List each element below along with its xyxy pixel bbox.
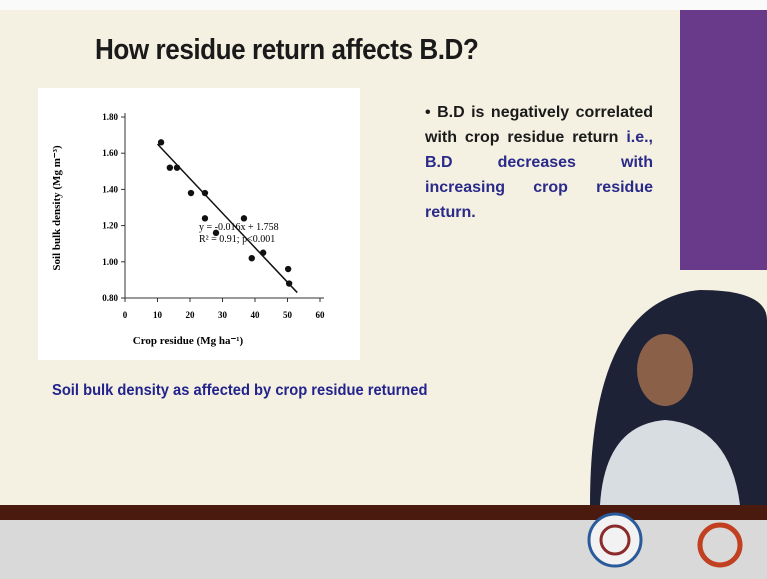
x-tick-label: 10 xyxy=(153,310,163,320)
bullet: • B.D is negatively correlated with crop… xyxy=(425,104,654,221)
y-axis-label: Soil bulk density (Mg m⁻³) xyxy=(51,145,63,271)
trend-line xyxy=(156,143,298,294)
presenter-shirt xyxy=(600,420,740,505)
presenter-head xyxy=(637,334,693,406)
point xyxy=(201,215,209,222)
point xyxy=(284,265,292,273)
annotation: y = -0.016x + 1.758 xyxy=(199,222,279,233)
x-tick-label: 50 xyxy=(283,310,293,320)
chart: y = -0.016x + 1.758 R² = 0.91; p<0.001 C… xyxy=(38,88,360,360)
x-tick-label: 0 xyxy=(123,310,128,320)
point xyxy=(173,164,181,171)
point xyxy=(187,189,195,197)
y-tick-label: 0.80 xyxy=(102,293,118,303)
x-tick-label: 20 xyxy=(186,310,196,320)
point xyxy=(285,280,293,287)
x-axis-label: Crop residue (Mg ha⁻¹) xyxy=(133,335,244,347)
y-tick-label: 1.80 xyxy=(102,112,118,122)
logo-nptel xyxy=(697,522,743,568)
bottom-bar xyxy=(0,505,767,520)
bullet-text-blue: i.e., B.D decreases with increasing crop… xyxy=(425,129,653,221)
caption: Soil bulk density as affected by crop re… xyxy=(52,382,428,399)
top-strip xyxy=(0,0,767,10)
y-tick-label: 1.20 xyxy=(102,221,118,231)
x-tick-label: 30 xyxy=(218,310,228,320)
point xyxy=(248,254,255,262)
bullet-text: B.D is negatively correlated with crop r… xyxy=(425,104,654,146)
chart-bg xyxy=(38,88,360,360)
logo-iit xyxy=(587,512,643,568)
x-tick-label: 60 xyxy=(316,310,326,320)
point xyxy=(212,229,220,237)
y-tick-label: 1.40 xyxy=(102,184,118,194)
annotation: R² = 0.91; p<0.001 xyxy=(199,234,275,245)
point xyxy=(201,189,209,197)
point xyxy=(157,139,165,146)
point xyxy=(166,164,174,171)
y-tick-label: 1.00 xyxy=(102,257,118,267)
x-tick-label: 40 xyxy=(251,310,261,320)
point xyxy=(259,249,267,256)
logo-iit-inner xyxy=(599,524,631,556)
side-bar xyxy=(680,10,767,270)
y-tick-label: 1.60 xyxy=(102,148,118,158)
footer xyxy=(0,520,767,579)
point xyxy=(240,215,248,222)
slide-title: How residue return affects B.D? xyxy=(95,34,479,66)
